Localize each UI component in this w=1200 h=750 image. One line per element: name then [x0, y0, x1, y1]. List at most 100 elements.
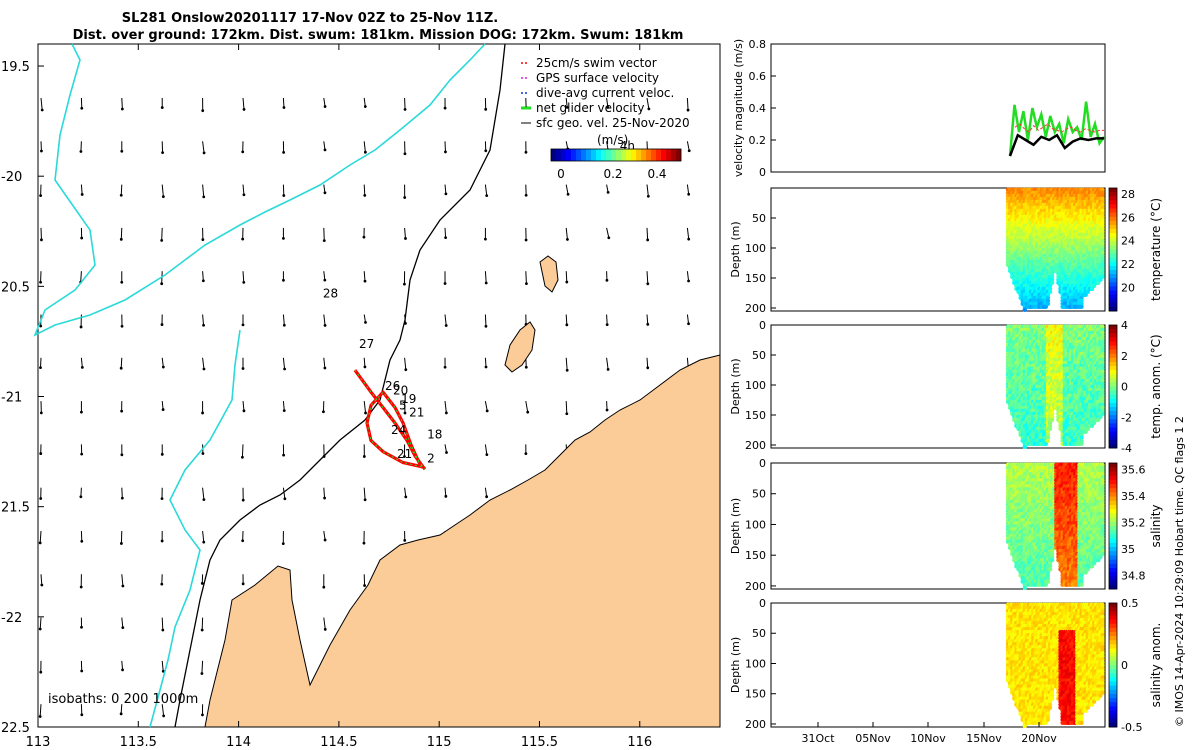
velocity-y-tick-label: 0.2 — [749, 134, 767, 147]
current-vector-head — [443, 106, 447, 110]
current-vector — [404, 487, 407, 497]
map-colorbar-cell — [616, 149, 622, 161]
section-colorbar-cell — [1109, 337, 1117, 342]
map-x-tick-label: 115 — [427, 735, 452, 750]
section-colorbar-cell — [1109, 249, 1117, 255]
current-vector-head — [403, 411, 407, 415]
current-vector — [202, 141, 205, 153]
current-vector-head — [202, 540, 206, 544]
current-vector-head — [322, 410, 325, 414]
current-vector — [686, 314, 690, 324]
current-vector — [363, 401, 367, 414]
current-vector-head — [201, 713, 204, 717]
section-colorbar-tick: 0 — [1121, 381, 1128, 394]
current-vector — [444, 314, 447, 326]
section-colorbar-cell — [1109, 374, 1117, 379]
map-title-line1: SL281 Onslow20201117 17-Nov 02Z to 25-No… — [122, 11, 498, 26]
section-colorbar-cell — [1109, 394, 1117, 400]
current-vector-head — [282, 453, 286, 457]
map-x-ticks: 113 113.5 114 114.5 115 115.5 116 — [26, 44, 652, 750]
current-vector — [646, 314, 649, 325]
current-vector-head — [161, 151, 165, 154]
current-vector-head — [282, 194, 286, 197]
map-x-tick-label: 114.5 — [320, 735, 357, 750]
current-vector-head — [363, 279, 367, 283]
current-vector-head — [241, 498, 245, 502]
current-vector-head — [484, 281, 488, 285]
section-colorbar-label: temperature (°C) — [1149, 198, 1163, 301]
current-vector-head — [403, 108, 407, 111]
current-vector-head — [119, 712, 123, 716]
current-vector-head — [201, 109, 205, 113]
current-vector — [242, 271, 245, 283]
current-vector-head — [687, 149, 691, 153]
current-vector-head — [687, 279, 690, 283]
section-colorbar-cell — [1109, 435, 1117, 441]
map-colorbar-cell — [656, 149, 662, 161]
current-vector-head — [647, 107, 651, 111]
current-vector-head — [160, 452, 164, 456]
current-vector-head — [119, 237, 123, 241]
current-vector-head — [161, 195, 165, 199]
map-legend: 25cm/s swim vector GPS surface velocity … — [521, 56, 690, 130]
map-x-tick-label: 113.5 — [120, 735, 157, 750]
current-vector-head — [120, 453, 124, 457]
section-colorbar-cell — [1109, 411, 1117, 416]
section-colorbar-cell — [1109, 370, 1117, 375]
map-colorbar-cell — [586, 149, 592, 161]
section-colorbar-cell — [1109, 357, 1117, 363]
current-vector — [202, 487, 205, 500]
current-vector-head — [322, 239, 326, 242]
current-vector — [202, 530, 205, 543]
current-vector-head — [565, 368, 569, 372]
current-vector-head — [80, 106, 84, 110]
current-vector-head — [282, 236, 285, 240]
current-vector-head — [403, 539, 407, 542]
current-vector-head — [200, 628, 204, 632]
current-vector — [121, 487, 123, 499]
section-colorbar-cell — [1109, 361, 1117, 367]
current-vector-head — [242, 409, 246, 413]
section-colorbar-cell — [1109, 278, 1117, 283]
map-colorbar-cell — [561, 149, 567, 161]
current-vector-head — [444, 494, 448, 498]
current-vector-head — [241, 455, 244, 459]
current-vector-head — [687, 192, 691, 196]
section-colorbar-cell — [1109, 245, 1117, 250]
current-vector — [686, 184, 690, 195]
current-vector-head — [362, 455, 366, 458]
current-vector-head — [565, 323, 569, 327]
current-vector — [323, 617, 326, 630]
section-colorbar-cell — [1109, 302, 1117, 308]
section-colorbar-cell — [1109, 382, 1117, 387]
current-vector-head — [202, 151, 206, 155]
section-colorbar-tick: 28 — [1121, 188, 1135, 201]
current-vector-head — [160, 282, 164, 286]
section-colorbar-cell — [1109, 257, 1117, 263]
current-vector-head — [241, 237, 245, 241]
current-vector-head — [39, 324, 43, 328]
day-label: 20 — [393, 383, 408, 397]
current-vector-head — [80, 669, 84, 673]
map-y-tick-label: 21.5 — [1, 501, 30, 516]
current-vector — [363, 271, 366, 282]
section-y-tick-label: 100 — [745, 242, 766, 255]
map-colorbar-cell — [581, 149, 587, 161]
section-colorbar-cell — [1109, 325, 1117, 330]
current-vector — [606, 357, 609, 370]
current-vector-head — [363, 105, 367, 108]
current-vector-head — [162, 714, 166, 718]
section-colorbar-cell — [1109, 220, 1117, 226]
current-vector-head — [160, 323, 164, 326]
section-colorbar-frame — [1108, 187, 1118, 312]
map-colorbar-cell — [671, 149, 677, 161]
map-colorbar-tick-2: 0.4 — [647, 167, 666, 181]
isobath-label: isobaths: 0 200 1000m — [48, 692, 198, 707]
current-vector — [201, 660, 204, 674]
section-y-tick-label: 100 — [745, 379, 766, 392]
current-vector-head — [121, 584, 125, 588]
map-colorbar: (m/s) 0 0.2 0.4 — [550, 133, 682, 181]
velocity-frame — [770, 43, 1106, 173]
